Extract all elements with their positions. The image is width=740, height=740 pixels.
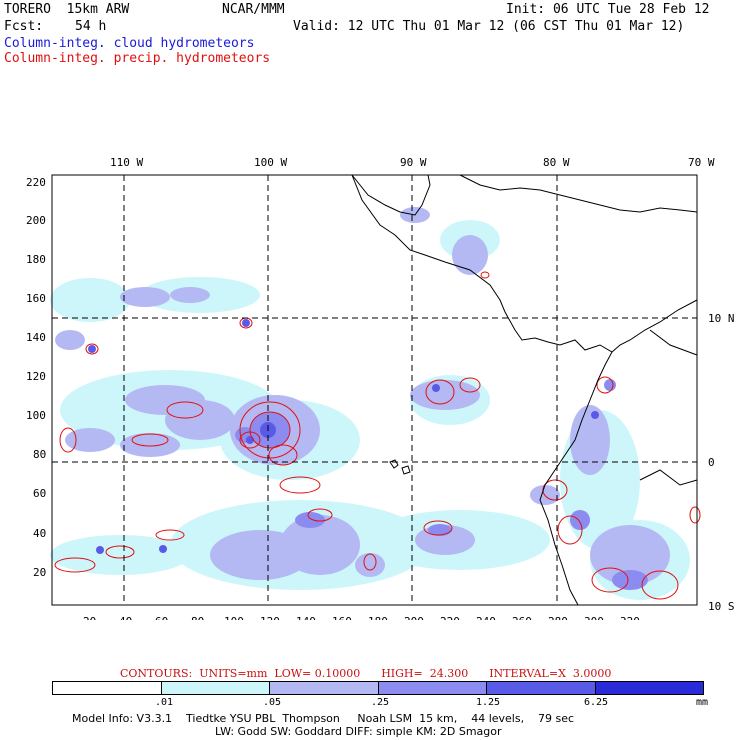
y-tick-label: 60 bbox=[33, 487, 46, 500]
y-tick-label: 100 bbox=[26, 409, 46, 422]
x-tick-label: 120 bbox=[260, 615, 280, 620]
lon-label-110w: 110 W bbox=[110, 156, 143, 169]
x-tick-label: 80 bbox=[191, 615, 204, 620]
y-tick-label: 40 bbox=[33, 527, 46, 540]
x-tick-label: 300 bbox=[584, 615, 604, 620]
x-tick-label: 40 bbox=[119, 615, 132, 620]
contour-info: CONTOURS: UNITS=mm LOW= 0.10000 HIGH= 24… bbox=[120, 667, 612, 680]
lon-label-70w: 70 W bbox=[688, 156, 715, 169]
precip-field-title: Column-integ. precip. hydrometeors bbox=[4, 51, 271, 66]
init-time: Init: 06 UTC Tue 28 Feb 12 bbox=[506, 2, 710, 17]
model-info-line1: Model Info: V3.3.1 Tiedtke YSU PBL Thomp… bbox=[72, 712, 575, 725]
precip-contours bbox=[54, 271, 701, 600]
x-tick-label: 100 bbox=[224, 615, 244, 620]
organization-label: NCAR/MMM bbox=[222, 2, 285, 17]
x-tick-label: 20 bbox=[83, 615, 96, 620]
graticule bbox=[52, 175, 697, 605]
cloud-field-title: Column-integ. cloud hydrometeors bbox=[4, 36, 255, 51]
model-info-line2: LW: Godd SW: Goddard DIFF: simple KM: 2D… bbox=[215, 725, 502, 738]
lat-label-10n: 10 N bbox=[708, 312, 735, 325]
colorbar-units: mm bbox=[696, 697, 709, 708]
colorbar bbox=[52, 681, 704, 695]
x-tick-label: 260 bbox=[512, 615, 532, 620]
map-frame bbox=[51, 174, 698, 606]
colorbar-label: .05 bbox=[263, 697, 282, 708]
x-tick-label: 240 bbox=[476, 615, 496, 620]
colorbar-label: 1.25 bbox=[476, 697, 501, 708]
x-tick-label: 200 bbox=[404, 615, 424, 620]
bottom-axis: 20 40 60 80 100 120 140 160 180 200 220 … bbox=[83, 615, 640, 620]
y-tick-label: 180 bbox=[26, 253, 46, 266]
colorbar-label: .25 bbox=[371, 697, 390, 708]
forecast-label: Fcst: bbox=[4, 19, 44, 34]
lon-label-100w: 100 W bbox=[254, 156, 287, 169]
x-tick-label: 160 bbox=[332, 615, 352, 620]
x-tick-label: 180 bbox=[368, 615, 388, 620]
x-tick-label: 220 bbox=[440, 615, 460, 620]
x-tick-label: 60 bbox=[155, 615, 168, 620]
lat-label-10s: 10 S bbox=[708, 600, 735, 613]
map-panel: 110 W 100 W 90 W 80 W 70 W 10 N 0 10 S 2… bbox=[26, 156, 735, 620]
cloud-shading bbox=[50, 207, 690, 600]
y-tick-label: 140 bbox=[26, 331, 46, 344]
colorbar-swatch bbox=[161, 682, 270, 694]
y-tick-label: 160 bbox=[26, 292, 46, 305]
colorbar-label: 6.25 bbox=[584, 697, 609, 708]
model-title: TORERO 15km ARW bbox=[4, 2, 130, 17]
colorbar-swatch bbox=[595, 682, 703, 694]
coastlines bbox=[351, 174, 698, 606]
lon-label-80w: 80 W bbox=[543, 156, 570, 169]
x-tick-label: 320 bbox=[620, 615, 640, 620]
y-tick-label: 220 bbox=[26, 176, 46, 189]
lat-label-eq: 0 bbox=[708, 456, 715, 469]
valid-time: Valid: 12 UTC Thu 01 Mar 12 (06 CST Thu … bbox=[293, 19, 685, 34]
y-tick-label: 200 bbox=[26, 214, 46, 227]
left-axis: 220 200 180 160 140 120 100 80 60 40 20 bbox=[26, 176, 46, 579]
x-tick-label: 140 bbox=[296, 615, 316, 620]
colorbar-swatch bbox=[378, 682, 487, 694]
y-tick-label: 80 bbox=[33, 448, 46, 461]
colorbar-swatch bbox=[53, 682, 162, 694]
colorbar-swatch bbox=[270, 682, 379, 694]
colorbar-swatch bbox=[487, 682, 596, 694]
forecast-hour: 54 h bbox=[75, 19, 107, 34]
y-tick-label: 120 bbox=[26, 370, 46, 383]
y-tick-label: 20 bbox=[33, 566, 46, 579]
lon-label-90w: 90 W bbox=[400, 156, 427, 169]
colorbar-label: .01 bbox=[155, 697, 174, 708]
x-tick-label: 280 bbox=[548, 615, 568, 620]
